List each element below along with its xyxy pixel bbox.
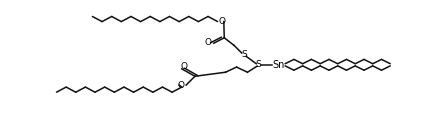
Text: S: S: [255, 60, 261, 69]
Text: O: O: [177, 81, 184, 90]
Text: O: O: [204, 38, 211, 47]
Text: S: S: [241, 50, 247, 59]
Text: Sn: Sn: [272, 60, 284, 70]
Text: O: O: [180, 62, 187, 71]
Text: O: O: [219, 17, 226, 26]
